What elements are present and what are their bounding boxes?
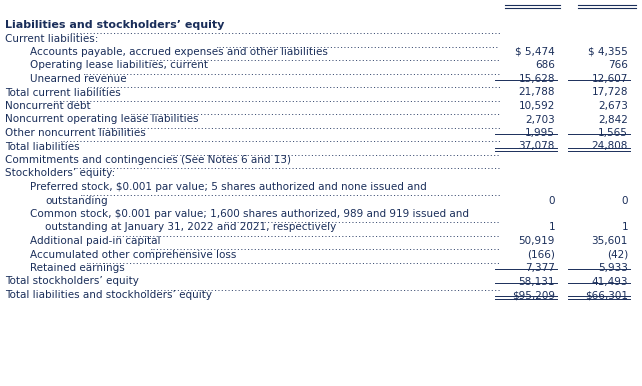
Text: ................................................................................: ........................................… bbox=[53, 94, 502, 104]
Text: 2,703: 2,703 bbox=[525, 115, 555, 125]
Text: 10,592: 10,592 bbox=[519, 101, 555, 111]
Text: ................................................................................: ........................................… bbox=[86, 256, 501, 266]
Text: Operating lease liabilities, current: Operating lease liabilities, current bbox=[30, 61, 208, 71]
Text: Accumulated other comprehensive loss: Accumulated other comprehensive loss bbox=[30, 249, 236, 259]
Text: Total stockholders’ equity: Total stockholders’ equity bbox=[5, 276, 139, 286]
Text: 1: 1 bbox=[621, 222, 628, 232]
Text: 17,728: 17,728 bbox=[591, 88, 628, 98]
Text: 35,601: 35,601 bbox=[592, 236, 628, 246]
Text: ................................................................................: ........................................… bbox=[130, 107, 501, 117]
Text: 0: 0 bbox=[621, 195, 628, 205]
Text: ................................................................................: ........................................… bbox=[223, 215, 501, 225]
Text: 7,377: 7,377 bbox=[525, 263, 555, 273]
Text: $66,301: $66,301 bbox=[585, 290, 628, 300]
Text: Liabilities and stockholders’ equity: Liabilities and stockholders’ equity bbox=[5, 20, 224, 30]
Text: 0: 0 bbox=[548, 195, 555, 205]
Text: 5,933: 5,933 bbox=[598, 263, 628, 273]
Text: ................................................................................: ........................................… bbox=[97, 121, 501, 131]
Text: ................................................................................: ........................................… bbox=[116, 229, 501, 239]
Text: 1,565: 1,565 bbox=[598, 128, 628, 138]
Text: 2,673: 2,673 bbox=[598, 101, 628, 111]
Text: Total current liabilities: Total current liabilities bbox=[5, 88, 121, 98]
Text: Other noncurrent liabilities: Other noncurrent liabilities bbox=[5, 128, 146, 138]
Text: Noncurrent operating lease liabilities: Noncurrent operating lease liabilities bbox=[5, 115, 198, 125]
Text: ................................................................................: ........................................… bbox=[216, 40, 499, 50]
Text: (166): (166) bbox=[527, 249, 555, 259]
Text: ................................................................................: ........................................… bbox=[170, 148, 501, 157]
Text: Unearned revenue: Unearned revenue bbox=[30, 74, 126, 84]
Text: Retained earnings: Retained earnings bbox=[30, 263, 125, 273]
Text: 2,842: 2,842 bbox=[598, 115, 628, 125]
Text: Total liabilities and stockholders’ equity: Total liabilities and stockholders’ equi… bbox=[5, 290, 212, 300]
Text: 58,131: 58,131 bbox=[519, 276, 555, 286]
Text: $ 4,355: $ 4,355 bbox=[588, 47, 628, 57]
Text: Commitments and contingencies (See Notes 6 and 13): Commitments and contingencies (See Notes… bbox=[5, 155, 291, 165]
Text: ................................................................................: ........................................… bbox=[80, 188, 502, 198]
Text: $95,209: $95,209 bbox=[512, 290, 555, 300]
Text: ................................................................................: ........................................… bbox=[83, 67, 501, 77]
Text: ................................................................................: ........................................… bbox=[60, 134, 502, 144]
Text: (42): (42) bbox=[607, 249, 628, 259]
Text: Current liabilities:: Current liabilities: bbox=[5, 34, 98, 44]
Text: Stockholders’ equity:: Stockholders’ equity: bbox=[5, 169, 116, 178]
Text: ................................................................................: ........................................… bbox=[143, 283, 501, 293]
Text: 15,628: 15,628 bbox=[519, 74, 555, 84]
Text: 50,919: 50,919 bbox=[519, 236, 555, 246]
Text: outstanding: outstanding bbox=[45, 195, 108, 205]
Text: 1,995: 1,995 bbox=[525, 128, 555, 138]
Text: Preferred stock, $0.001 par value; 5 shares authorized and none issued and: Preferred stock, $0.001 par value; 5 sha… bbox=[30, 182, 427, 192]
Text: Total liabilities: Total liabilities bbox=[5, 142, 80, 151]
Text: 37,078: 37,078 bbox=[519, 142, 555, 151]
Text: Common stock, $0.001 par value; 1,600 shares authorized, 989 and 919 issued and: Common stock, $0.001 par value; 1,600 sh… bbox=[30, 209, 469, 219]
Text: 41,493: 41,493 bbox=[591, 276, 628, 286]
Text: 1: 1 bbox=[548, 222, 555, 232]
Text: 686: 686 bbox=[535, 61, 555, 71]
Text: Noncurrent debt: Noncurrent debt bbox=[5, 101, 91, 111]
Text: Accounts payable, accrued expenses and other liabilities: Accounts payable, accrued expenses and o… bbox=[30, 47, 328, 57]
Text: ................................................................................: ........................................… bbox=[150, 53, 500, 63]
Text: ................................................................................: ........................................… bbox=[70, 26, 502, 36]
Text: outstanding at January 31, 2022 and 2021, respectively: outstanding at January 31, 2022 and 2021… bbox=[45, 222, 336, 232]
Text: 12,607: 12,607 bbox=[592, 74, 628, 84]
Text: ................................................................................: ........................................… bbox=[87, 80, 502, 90]
Text: $ 5,474: $ 5,474 bbox=[516, 47, 555, 57]
Text: ................................................................................: ........................................… bbox=[150, 242, 500, 252]
Text: 21,788: 21,788 bbox=[519, 88, 555, 98]
Text: Additional paid-in capital: Additional paid-in capital bbox=[30, 236, 161, 246]
Text: 24,808: 24,808 bbox=[592, 142, 628, 151]
Text: 766: 766 bbox=[608, 61, 628, 71]
Text: ................................................................................: ........................................… bbox=[73, 161, 502, 171]
